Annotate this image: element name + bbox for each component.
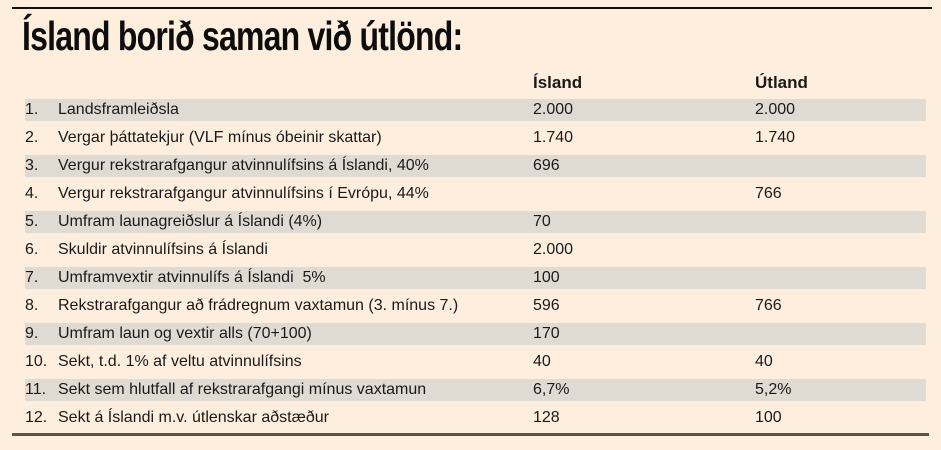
value-island: 170	[533, 325, 560, 342]
row-label: Sekt, t.d. 1% af veltu atvinnulífsins	[58, 353, 302, 370]
value-island: 100	[533, 269, 560, 286]
row-number: 4.	[25, 185, 39, 202]
row-label: Landsframleiðsla	[58, 101, 179, 118]
row-number: 9.	[25, 325, 39, 342]
value-utland: 766	[755, 185, 782, 202]
row-number: 5.	[25, 213, 39, 230]
value-island: 70	[533, 213, 551, 230]
table-row: 12. Sekt á Íslandi m.v. útlenskar aðstæð…	[10, 404, 926, 432]
table-row: 4. Vergur rekstrarafgangur atvinnulífsin…	[10, 180, 926, 208]
row-number: 12.	[25, 409, 48, 426]
row-number: 7.	[25, 269, 39, 286]
table-row: 6. Skuldir atvinnulífsins á Íslandi 2.00…	[10, 236, 926, 264]
value-island: 128	[533, 409, 560, 426]
bottom-rule	[12, 433, 929, 436]
table-row: 8. Rekstrarafgangur að frádregnum vaxtam…	[10, 292, 926, 320]
row-label: Umfram launagreiðslur á Íslandi (4%)	[58, 213, 323, 230]
value-utland: 2.000	[755, 101, 796, 118]
row-label: Vergur rekstrarafgangur atvinnulífsins á…	[58, 157, 429, 174]
table-row: 5. Umfram launagreiðslur á Íslandi (4%) …	[10, 208, 926, 236]
row-number: 1.	[25, 101, 39, 118]
row-label: Vergar þáttatekjur (VLF mínus óbeinir sk…	[58, 129, 382, 146]
row-number: 11.	[25, 381, 47, 398]
column-header-island: Ísland	[533, 73, 583, 92]
row-label: Skuldir atvinnulífsins á Íslandi	[58, 241, 268, 258]
table-header-row: Ísland Útland	[10, 62, 926, 96]
table-row: 11. Sekt sem hlutfall af rekstrarafgangi…	[10, 376, 926, 404]
row-number: 2.	[25, 129, 39, 146]
value-island: 1.740	[533, 129, 574, 146]
value-utland: 1.740	[755, 129, 796, 146]
row-label: Sekt á Íslandi m.v. útlenskar aðstæður	[58, 409, 329, 426]
top-rule	[12, 7, 932, 9]
row-label: Umframvextir atvinnulífs á Íslandi 5%	[58, 269, 326, 286]
comparison-table: Ísland Útland 1. Landsframleiðsla 2.000 …	[10, 62, 926, 432]
table-row: 2. Vergar þáttatekjur (VLF mínus óbeinir…	[10, 124, 926, 152]
row-number: 8.	[25, 297, 39, 314]
table-row: 1. Landsframleiðsla 2.000 2.000	[10, 96, 926, 124]
value-island: 596	[533, 297, 560, 314]
value-island: 2.000	[533, 101, 574, 118]
column-header-utland: Útland	[755, 73, 808, 92]
row-number: 10.	[25, 353, 48, 370]
table-row: 3. Vergur rekstrarafgangur atvinnulífsin…	[10, 152, 926, 180]
row-label: Sekt sem hlutfall af rekstrarafgangi mín…	[58, 381, 427, 398]
row-label: Vergur rekstrarafgangur atvinnulífsins í…	[58, 185, 429, 202]
value-island: 6,7%	[533, 381, 570, 398]
value-island: 696	[533, 157, 560, 174]
page-title: Ísland borið saman við útlönd:	[22, 13, 463, 59]
value-island: 2.000	[533, 241, 574, 258]
table-row: 10. Sekt, t.d. 1% af veltu atvinnulífsin…	[10, 348, 926, 376]
value-utland: 5,2%	[755, 381, 792, 398]
row-number: 6.	[25, 241, 39, 258]
row-label: Rekstrarafgangur að frádregnum vaxtamun …	[58, 297, 459, 314]
row-number: 3.	[25, 157, 39, 174]
value-utland: 100	[755, 409, 782, 426]
value-utland: 766	[755, 297, 782, 314]
value-utland: 40	[755, 353, 773, 370]
table-row: 9. Umfram laun og vextir alls (70+100) 1…	[10, 320, 926, 348]
value-island: 40	[533, 353, 551, 370]
table-row: 7. Umframvextir atvinnulífs á Íslandi 5%…	[10, 264, 926, 292]
row-label: Umfram laun og vextir alls (70+100)	[58, 325, 312, 342]
